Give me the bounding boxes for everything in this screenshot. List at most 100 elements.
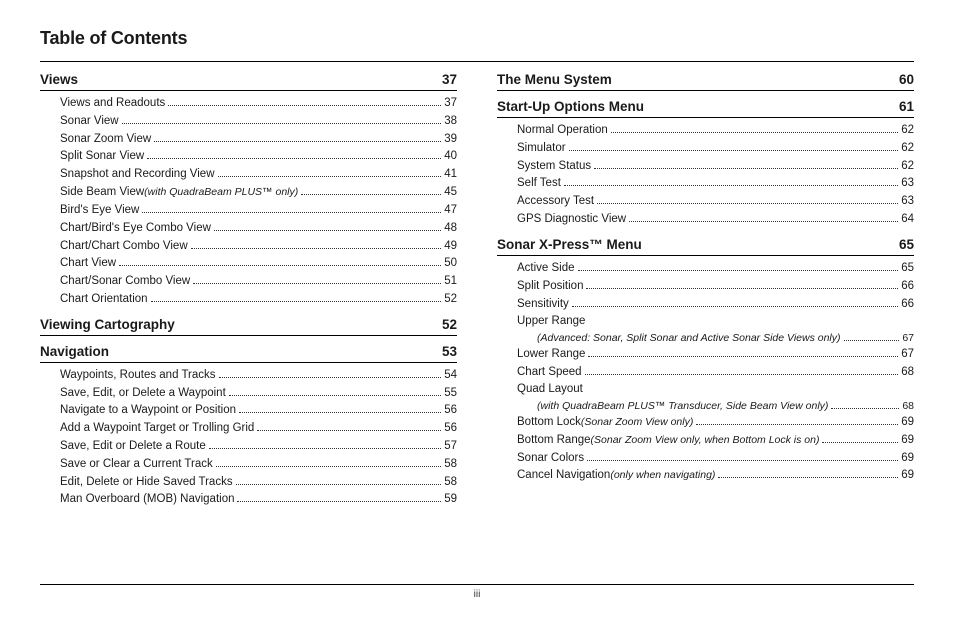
- toc-entry-page: 69: [901, 450, 914, 468]
- dot-leader: [219, 377, 442, 378]
- toc-entry-label: Navigate to a Waypoint or Position: [60, 402, 236, 420]
- toc-entry-page: 47: [444, 202, 457, 220]
- toc-entry-page: 38: [444, 113, 457, 131]
- toc-entry-page: 56: [444, 420, 457, 438]
- dot-leader: [168, 105, 441, 106]
- toc-entry-page: 58: [444, 456, 457, 474]
- dot-leader: [147, 158, 441, 159]
- toc-subnote: (Advanced: Sonar, Split Sonar and Active…: [497, 331, 914, 346]
- toc-entry-label: Self Test: [517, 175, 561, 193]
- page-footer: iii: [40, 584, 914, 600]
- toc-entry-label: Edit, Delete or Hide Saved Tracks: [60, 474, 233, 492]
- dot-leader: [588, 356, 898, 357]
- toc-entry-page: 66: [901, 278, 914, 296]
- toc-entry-label: Chart View: [60, 255, 116, 273]
- toc-entry: Bird's Eye View 47: [40, 202, 457, 220]
- toc-entry-page: 63: [901, 175, 914, 193]
- toc-subnote-label: (Advanced: Sonar, Split Sonar and Active…: [537, 331, 841, 346]
- section-page: 65: [899, 237, 914, 252]
- toc-entry: Normal Operation 62: [497, 122, 914, 140]
- dot-leader: [301, 194, 441, 195]
- toc-entry-label: Simulator: [517, 140, 566, 158]
- toc-entry: GPS Diagnostic View 64: [497, 211, 914, 229]
- section-header: Sonar X-Press™ Menu 65: [497, 237, 914, 256]
- toc-entry-page: 69: [901, 414, 914, 432]
- section-title: Sonar X-Press™ Menu: [497, 237, 642, 252]
- toc-entry-label: Sonar View: [60, 113, 119, 131]
- toc-entry: Sonar Colors 69: [497, 450, 914, 468]
- section-page: 53: [442, 344, 457, 359]
- section-page: 52: [442, 317, 457, 332]
- toc-column: The Menu System60 Start-Up Options Menu61…: [497, 64, 914, 509]
- toc-entry-page: 68: [901, 364, 914, 382]
- toc-entry-label: Cancel Navigation: [517, 467, 610, 485]
- toc-entry-page: 66: [901, 296, 914, 314]
- section-header: Navigation53: [40, 344, 457, 363]
- toc-entry-note: (Sonar Zoom View only): [581, 414, 693, 430]
- dot-leader: [844, 340, 900, 341]
- toc-entry-label: Sonar Colors: [517, 450, 584, 468]
- toc-entry-page: 62: [901, 122, 914, 140]
- section-page: 60: [899, 72, 914, 87]
- toc-entry: Waypoints, Routes and Tracks 54: [40, 367, 457, 385]
- toc-entry: Save, Edit or Delete a Route 57: [40, 438, 457, 456]
- toc-entry: Bottom Range (Sonar Zoom View only, when…: [497, 432, 914, 450]
- dot-leader: [237, 501, 441, 502]
- toc-entry-label: Chart Orientation: [60, 291, 148, 309]
- toc-entry-noleader: Quad Layout: [497, 381, 914, 399]
- toc-entry: Side Beam View (with QuadraBeam PLUS™ on…: [40, 184, 457, 202]
- toc-entry-label: Bird's Eye View: [60, 202, 139, 220]
- dot-leader: [564, 185, 898, 186]
- toc-entry: Split Position 66: [497, 278, 914, 296]
- toc-entry-label: Side Beam View: [60, 184, 144, 202]
- toc-entry: Cancel Navigation (only when navigating)…: [497, 467, 914, 485]
- section-header: The Menu System60: [497, 72, 914, 91]
- toc-section: Navigation53 Waypoints, Routes and Tracks…: [40, 344, 457, 510]
- toc-entry: Snapshot and Recording View 41: [40, 166, 457, 184]
- toc-entry-label: Chart/Bird's Eye Combo View: [60, 220, 211, 238]
- toc-subnote-page: 68: [902, 399, 914, 414]
- toc-subnote-page: 67: [902, 331, 914, 346]
- toc-entry-page: 37: [444, 95, 457, 113]
- toc-entry-label: Bottom Range: [517, 432, 591, 450]
- toc-entry-page: 49: [444, 238, 457, 256]
- toc-entry: Navigate to a Waypoint or Position 56: [40, 402, 457, 420]
- toc-subnote-label: (with QuadraBeam PLUS™ Transducer, Side …: [537, 399, 828, 414]
- toc-entry: Accessory Test 63: [497, 193, 914, 211]
- toc-entry: Chart/Bird's Eye Combo View 48: [40, 220, 457, 238]
- toc-entry-page: 41: [444, 166, 457, 184]
- toc-entry-page: 55: [444, 385, 457, 403]
- dot-leader: [696, 424, 898, 425]
- toc-entry-label: Sensitivity: [517, 296, 569, 314]
- section-title: Start-Up Options Menu: [497, 99, 644, 114]
- section-header: Views37: [40, 72, 457, 91]
- toc-entry: Edit, Delete or Hide Saved Tracks 58: [40, 474, 457, 492]
- dot-leader: [822, 442, 898, 443]
- toc-section: Sonar X-Press™ Menu65Active Side 65Split…: [497, 237, 914, 485]
- dot-leader: [611, 132, 898, 133]
- dot-leader: [718, 477, 898, 478]
- toc-entry-page: 62: [901, 158, 914, 176]
- toc-entry-label: Lower Range: [517, 346, 585, 364]
- dot-leader: [569, 150, 899, 151]
- toc-entry: Man Overboard (MOB) Navigation 59: [40, 491, 457, 509]
- toc-entry: Chart/Sonar Combo View 51: [40, 273, 457, 291]
- toc-entry-label: Chart/Sonar Combo View: [60, 273, 190, 291]
- dot-leader: [236, 484, 442, 485]
- section-header: Start-Up Options Menu61: [497, 99, 914, 118]
- page-title: Table of Contents: [40, 28, 914, 49]
- toc-entry: Views and Readouts 37: [40, 95, 457, 113]
- dot-leader: [229, 395, 441, 396]
- toc-entry: Simulator 62: [497, 140, 914, 158]
- dot-leader: [586, 288, 898, 289]
- dot-leader: [597, 203, 898, 204]
- dot-leader: [629, 221, 898, 222]
- toc-entry-label: Man Overboard (MOB) Navigation: [60, 491, 234, 509]
- toc-entry: Bottom Lock (Sonar Zoom View only) 69: [497, 414, 914, 432]
- dot-leader: [119, 265, 441, 266]
- toc-entry-label: Normal Operation: [517, 122, 608, 140]
- toc-entry-page: 48: [444, 220, 457, 238]
- toc-entry-page: 64: [901, 211, 914, 229]
- toc-entry-page: 50: [444, 255, 457, 273]
- dot-leader: [578, 270, 899, 271]
